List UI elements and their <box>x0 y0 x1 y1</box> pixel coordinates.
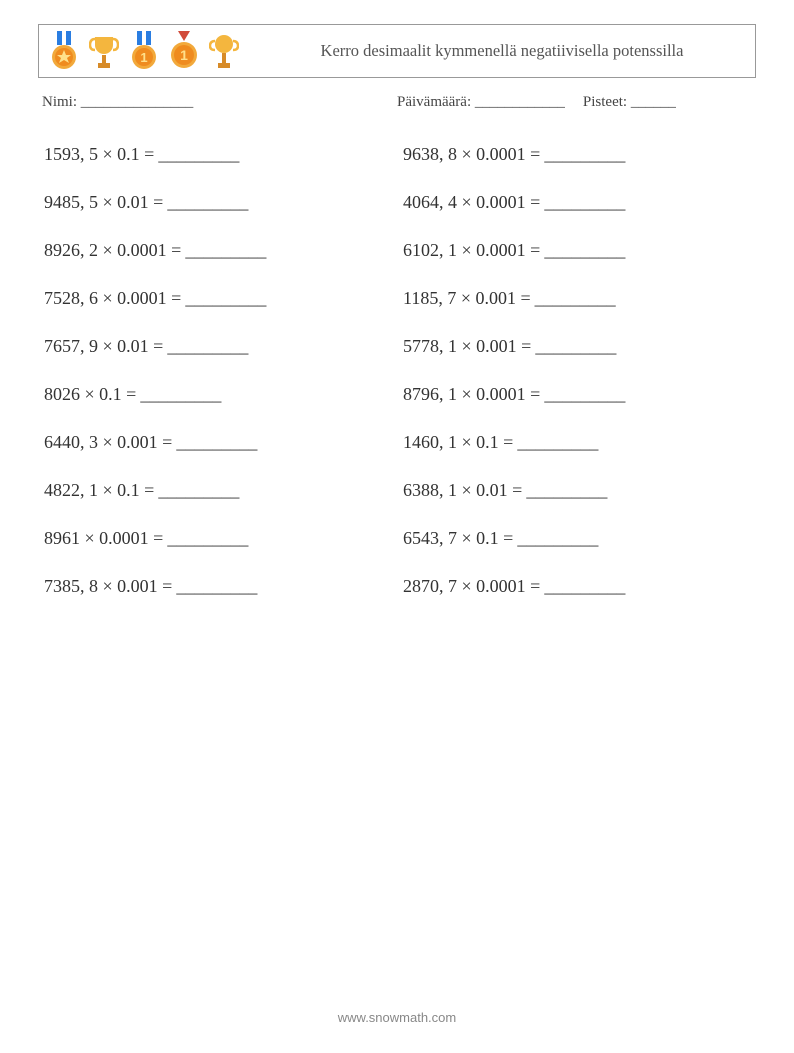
problem-expression: 8026 × 0.1 = <box>44 384 136 405</box>
score-field: Pisteet: ______ <box>583 94 676 111</box>
worksheet-title: Kerro desimaalit kymmenellä negatiivisel… <box>249 36 755 65</box>
problem-expression: 8961 × 0.0001 = <box>44 528 163 549</box>
svg-text:1: 1 <box>180 47 188 63</box>
answer-blank: _________ <box>167 528 248 549</box>
answer-blank: _________ <box>158 480 239 501</box>
problem-expression: 7385, 8 × 0.001 = <box>44 576 172 597</box>
problem-row: 6102, 1 × 0.0001 = _________ <box>397 227 756 275</box>
answer-blank: _________ <box>544 192 625 213</box>
medal-star-icon <box>49 31 79 71</box>
worksheet-page: 1 1 Kerro desimaalit kymmenellä negatiiv… <box>0 0 794 611</box>
problem-expression: 9485, 5 × 0.01 = <box>44 192 163 213</box>
answer-blank: _________ <box>140 384 221 405</box>
answer-blank: _________ <box>526 480 607 501</box>
problem-expression: 8796, 1 × 0.0001 = <box>403 384 540 405</box>
medal-one-blue-icon: 1 <box>129 31 159 71</box>
medal-one-red-icon: 1 <box>169 31 199 71</box>
problem-expression: 1460, 1 × 0.1 = <box>403 432 513 453</box>
problem-expression: 4822, 1 × 0.1 = <box>44 480 154 501</box>
problem-row: 7657, 9 × 0.01 = _________ <box>38 323 397 371</box>
answer-blank: _________ <box>167 192 248 213</box>
header-icons: 1 1 <box>39 31 249 71</box>
answer-blank: _________ <box>544 144 625 165</box>
name-field: Nimi: _______________ <box>42 94 397 111</box>
answer-blank: _________ <box>535 288 616 309</box>
problem-expression: 9638, 8 × 0.0001 = <box>403 144 540 165</box>
answer-blank: _________ <box>176 576 257 597</box>
problem-row: 9485, 5 × 0.01 = _________ <box>38 179 397 227</box>
problem-row: 8926, 2 × 0.0001 = _________ <box>38 227 397 275</box>
trophy-round-icon <box>209 31 239 71</box>
problem-row: 7385, 8 × 0.001 = _________ <box>38 563 397 611</box>
answer-blank: _________ <box>544 384 625 405</box>
answer-blank: _________ <box>517 432 598 453</box>
answer-blank: _________ <box>544 240 625 261</box>
footer: www.snowmath.com <box>0 1010 794 1025</box>
problem-row: 7528, 6 × 0.0001 = _________ <box>38 275 397 323</box>
problem-expression: 6543, 7 × 0.1 = <box>403 528 513 549</box>
problem-row: 5778, 1 × 0.001 = _________ <box>397 323 756 371</box>
problem-expression: 4064, 4 × 0.0001 = <box>403 192 540 213</box>
problem-expression: 5778, 1 × 0.001 = <box>403 336 531 357</box>
problem-expression: 1185, 7 × 0.001 = <box>403 288 531 309</box>
problem-expression: 6388, 1 × 0.01 = <box>403 480 522 501</box>
answer-blank: _________ <box>176 432 257 453</box>
trophy-cup-icon <box>89 31 119 71</box>
problem-expression: 6102, 1 × 0.0001 = <box>403 240 540 261</box>
problems-column-left: 1593, 5 × 0.1 = _________9485, 5 × 0.01 … <box>38 131 397 611</box>
problems-column-right: 9638, 8 × 0.0001 = _________4064, 4 × 0.… <box>397 131 756 611</box>
problem-row: 4822, 1 × 0.1 = _________ <box>38 467 397 515</box>
answer-blank: _________ <box>544 576 625 597</box>
problem-row: 8796, 1 × 0.0001 = _________ <box>397 371 756 419</box>
problem-row: 1185, 7 × 0.001 = _________ <box>397 275 756 323</box>
footer-text: www.snowmath.com <box>338 1010 456 1025</box>
problem-expression: 8926, 2 × 0.0001 = <box>44 240 181 261</box>
problem-expression: 1593, 5 × 0.1 = <box>44 144 154 165</box>
problem-row: 8961 × 0.0001 = _________ <box>38 515 397 563</box>
date-blank: ____________ <box>475 94 565 110</box>
problem-row: 2870, 7 × 0.0001 = _________ <box>397 563 756 611</box>
answer-blank: _________ <box>517 528 598 549</box>
problem-expression: 6440, 3 × 0.001 = <box>44 432 172 453</box>
problem-expression: 7528, 6 × 0.0001 = <box>44 288 181 309</box>
problem-row: 6440, 3 × 0.001 = _________ <box>38 419 397 467</box>
name-blank: _______________ <box>81 94 194 110</box>
answer-blank: _________ <box>535 336 616 357</box>
svg-text:1: 1 <box>140 50 147 65</box>
problem-expression: 2870, 7 × 0.0001 = <box>403 576 540 597</box>
answer-blank: _________ <box>167 336 248 357</box>
answer-blank: _________ <box>185 240 266 261</box>
problem-row: 1593, 5 × 0.1 = _________ <box>38 131 397 179</box>
problem-row: 4064, 4 × 0.0001 = _________ <box>397 179 756 227</box>
problem-expression: 7657, 9 × 0.01 = <box>44 336 163 357</box>
problem-row: 8026 × 0.1 = _________ <box>38 371 397 419</box>
answer-blank: _________ <box>185 288 266 309</box>
name-label: Nimi: <box>42 94 77 110</box>
problem-row: 6543, 7 × 0.1 = _________ <box>397 515 756 563</box>
header-box: 1 1 Kerro desimaalit kymmenellä negatiiv… <box>38 24 756 78</box>
info-row: Nimi: _______________ Päivämäärä: ______… <box>42 94 752 111</box>
problem-row: 6388, 1 × 0.01 = _________ <box>397 467 756 515</box>
date-label: Päivämäärä: <box>397 94 471 110</box>
problem-row: 9638, 8 × 0.0001 = _________ <box>397 131 756 179</box>
problems-grid: 1593, 5 × 0.1 = _________9485, 5 × 0.01 … <box>38 131 756 611</box>
date-field: Päivämäärä: ____________ <box>397 94 565 111</box>
score-blank: ______ <box>631 94 676 110</box>
score-label: Pisteet: <box>583 94 627 110</box>
problem-row: 1460, 1 × 0.1 = _________ <box>397 419 756 467</box>
answer-blank: _________ <box>158 144 239 165</box>
